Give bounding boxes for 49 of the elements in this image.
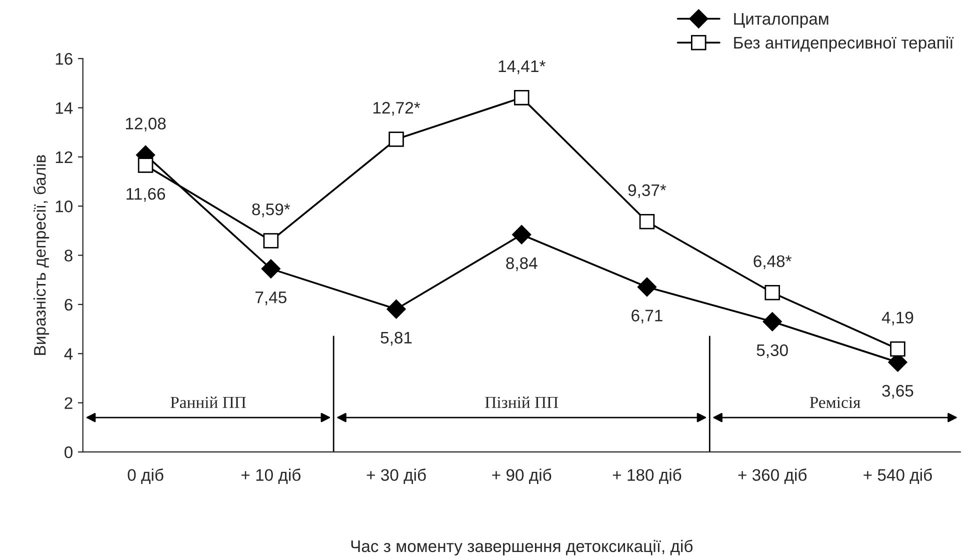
y-axis-title: Виразність депресії, балів [33,155,50,355]
y-tick-label: 14 [56,102,73,114]
x-tick-label: + 180 діб [612,468,682,484]
x-tick-label: + 10 діб [241,468,300,484]
x-tick-label: + 540 діб [864,468,932,484]
data-label: 8,84 [506,257,538,272]
data-label: 7,45 [256,292,286,306]
data-label: 5,30 [756,344,788,358]
data-label: 5,81 [380,332,412,346]
data-label: 9,37* [628,184,666,198]
legend-label: Без антидепресивної терапії [734,36,954,52]
point [138,158,154,173]
y-tick-label: 6 [64,298,72,311]
point [764,285,780,300]
data-label: 8,59* [252,203,290,218]
data-label: 12,08 [126,118,166,132]
point [514,90,530,106]
x-tick-label: + 360 діб [738,468,807,484]
y-tick-label: 0 [64,446,72,458]
point [762,312,782,332]
data-label: 6,48* [754,255,792,270]
data-label: 4,19 [882,312,914,326]
point [890,341,906,357]
annotation: Ремісія [810,396,860,408]
point [637,277,657,297]
legend-label: Циталопрам [734,13,828,28]
point [261,259,280,278]
point [388,132,404,147]
data-label: 14,41* [498,60,546,74]
x-tick-label: + 90 діб [492,468,552,484]
x-tick-label: + 30 діб [366,468,426,484]
point [263,233,279,248]
x-axis-title: Час з моменту завершення детоксикації, діб [351,540,693,556]
x-tick-label: 0 діб [128,468,164,484]
point [512,225,532,244]
annotation: Пізній ПП [485,396,558,408]
annotation: Ранній ПП [170,396,246,408]
data-label: 11,66 [126,188,166,202]
y-tick-label: 12 [56,151,72,163]
point [386,300,406,319]
y-tick-label: 4 [64,348,73,360]
data-label: 3,65 [882,384,914,399]
data-label: 12,72* [373,102,420,116]
y-tick-label: 2 [64,397,72,409]
point [639,214,655,230]
y-tick-label: 10 [56,200,73,212]
y-tick-label: 8 [64,250,72,262]
y-tick-label: 16 [56,52,72,65]
data-label: 6,71 [632,310,662,324]
